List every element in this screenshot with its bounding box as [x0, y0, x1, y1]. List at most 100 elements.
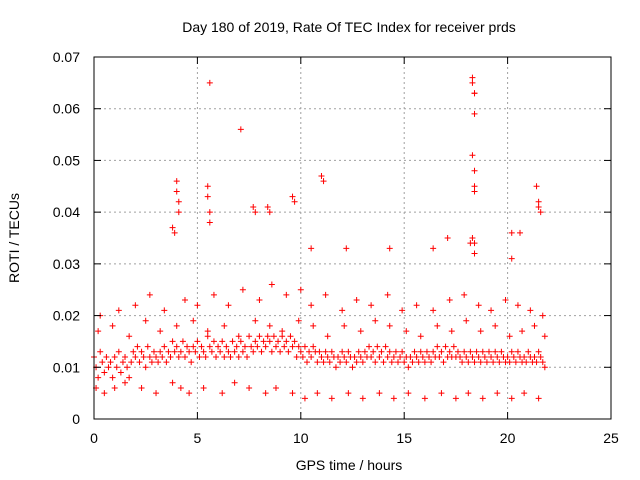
data-point	[446, 297, 453, 304]
data-point	[200, 384, 207, 391]
data-point	[256, 333, 263, 340]
data-point	[295, 317, 302, 324]
data-point	[186, 348, 193, 355]
data-point	[206, 219, 213, 226]
data-point	[339, 348, 346, 355]
chart-title: Day 180 of 2019, Rate Of TEC Index for r…	[182, 19, 516, 35]
data-point	[252, 209, 259, 216]
data-point	[213, 353, 220, 360]
data-point	[210, 291, 217, 298]
data-point	[250, 348, 257, 355]
data-point	[475, 302, 482, 309]
data-point	[508, 348, 515, 355]
x-tick-label: 15	[396, 430, 412, 446]
data-point	[353, 297, 360, 304]
data-point	[535, 198, 542, 205]
data-point	[343, 245, 350, 252]
data-point	[138, 348, 145, 355]
data-point	[314, 390, 321, 397]
data-point	[289, 193, 296, 200]
data-point	[142, 317, 149, 324]
data-point	[465, 390, 472, 397]
data-point	[394, 359, 401, 366]
data-point	[421, 395, 428, 402]
data-point	[266, 209, 273, 216]
data-point	[244, 353, 251, 360]
data-point	[324, 333, 331, 340]
data-point	[399, 307, 406, 314]
data-point	[461, 348, 468, 355]
data-point	[436, 353, 443, 360]
data-point	[343, 359, 350, 366]
data-point	[438, 348, 445, 355]
data-point	[473, 348, 480, 355]
data-point	[235, 333, 242, 340]
data-point	[146, 291, 153, 298]
data-point	[434, 322, 441, 329]
data-point	[175, 209, 182, 216]
data-point	[177, 384, 184, 391]
y-tick-label: 0.01	[53, 359, 80, 375]
data-point	[217, 348, 224, 355]
data-point	[469, 79, 476, 86]
data-point	[378, 348, 385, 355]
data-point	[397, 353, 404, 360]
data-point	[310, 343, 317, 350]
data-point	[146, 353, 153, 360]
data-point	[167, 353, 174, 360]
data-point	[277, 348, 284, 355]
data-point	[95, 374, 102, 381]
data-point	[446, 348, 453, 355]
data-point	[535, 348, 542, 355]
data-point	[328, 348, 335, 355]
data-point	[181, 297, 188, 304]
data-point	[283, 338, 290, 345]
data-point	[223, 343, 230, 350]
data-point	[525, 348, 532, 355]
data-point	[150, 348, 157, 355]
data-point	[136, 359, 143, 366]
data-point	[384, 353, 391, 360]
data-point	[113, 364, 120, 371]
data-point	[337, 359, 344, 366]
data-point	[206, 209, 213, 216]
data-point	[502, 297, 509, 304]
data-point	[438, 390, 445, 397]
data-point	[130, 348, 137, 355]
data-point	[186, 390, 193, 397]
data-point	[339, 307, 346, 314]
data-point	[537, 353, 544, 360]
data-point	[471, 183, 478, 190]
x-tick-label: 25	[603, 430, 619, 446]
data-point	[194, 338, 201, 345]
data-point	[357, 353, 364, 360]
data-point	[430, 307, 437, 314]
data-point	[318, 172, 325, 179]
data-point	[492, 348, 499, 355]
data-point	[148, 359, 155, 366]
data-point	[177, 348, 184, 355]
data-point	[134, 343, 141, 350]
data-point	[275, 338, 282, 345]
data-point	[297, 348, 304, 355]
data-point	[258, 348, 265, 355]
data-point	[198, 343, 205, 350]
data-point	[423, 348, 430, 355]
data-point	[169, 379, 176, 386]
data-point	[496, 359, 503, 366]
data-point	[324, 353, 331, 360]
data-point	[225, 302, 232, 309]
data-point	[450, 343, 457, 350]
data-point	[301, 395, 308, 402]
data-point	[138, 384, 145, 391]
data-point	[481, 353, 488, 360]
data-point	[285, 348, 292, 355]
data-point	[506, 359, 513, 366]
data-point	[268, 281, 275, 288]
data-point	[465, 359, 472, 366]
x-tick-label: 20	[500, 430, 516, 446]
data-point	[326, 359, 333, 366]
data-point	[320, 359, 327, 366]
data-point	[488, 307, 495, 314]
